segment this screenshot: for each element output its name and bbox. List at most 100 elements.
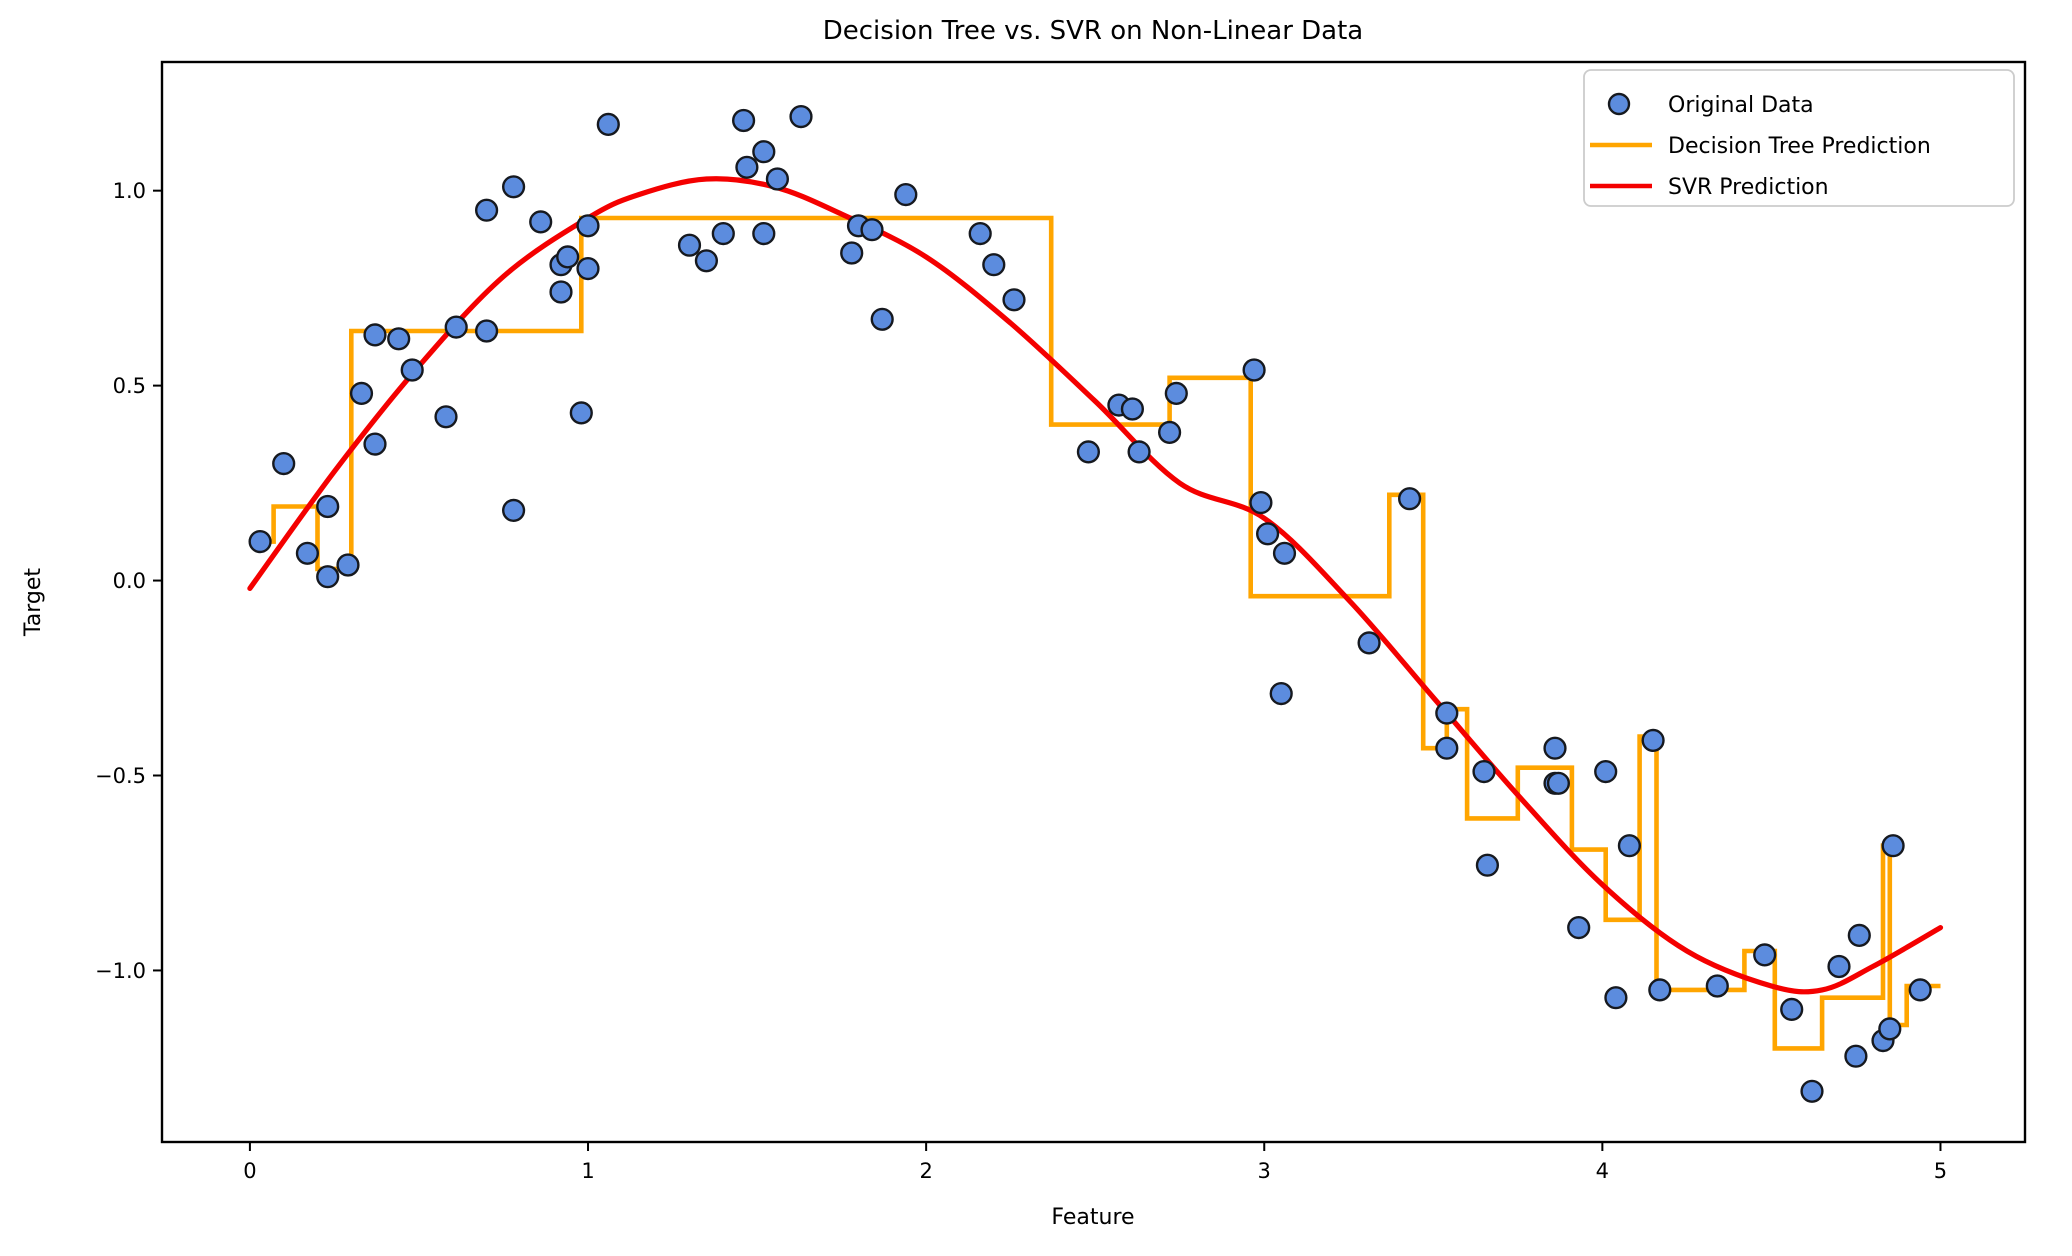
series-layer [247,104,1944,1103]
scatter-point [363,432,387,456]
scatter-point [860,218,884,242]
scatter-point [556,245,580,269]
x-tick-label: 0 [243,1159,256,1183]
scatter-point [1908,978,1932,1002]
scatter-point [1255,522,1280,546]
scatter-point [1594,759,1618,784]
x-tick-label: 5 [1934,1159,1947,1183]
scatter-point [765,167,789,191]
scatter-point [1272,541,1297,565]
scatter-point [272,452,296,476]
scatter-point [1157,420,1182,444]
y-tick-label: 0.0 [113,569,146,593]
legend-label-decision-tree: Decision Tree Prediction [1668,134,1931,159]
x-axis-label: Feature [1051,1205,1134,1230]
scatter-point [363,323,387,347]
x-tick-label: 4 [1596,1159,1609,1183]
scatter-point [1881,834,1905,858]
legend-marker-original-data-icon [1607,92,1631,116]
scatter-point [1269,681,1293,706]
scatter-point [840,241,864,265]
scatter-point [894,183,918,207]
scatter-point [731,108,756,133]
scatter-point [1800,1079,1824,1103]
scatter-point [434,405,458,429]
scatter-point [1435,701,1459,725]
y-axis-label: Target [21,568,46,637]
scatter-point [400,358,424,382]
scatter-point [349,381,374,405]
x-tick-label: 3 [1258,1159,1271,1183]
scatter-point [870,307,894,331]
legend-label-svr: SVR Prediction [1668,175,1829,200]
scatter-point [1002,288,1026,312]
x-tick-label: 2 [919,1159,932,1183]
scatter-point [1076,440,1100,464]
scatter-point [752,140,776,164]
scatter-point [316,494,340,519]
svr-prediction-line [247,176,1944,995]
scatter-point [1546,771,1570,795]
scatter-point [248,529,272,554]
y-tick-label: 0.5 [113,374,146,398]
scatter-point [549,280,573,304]
scatter-point [711,222,735,246]
scatter-point [501,498,526,522]
scatter-point [1475,853,1499,877]
scatter-point [576,214,600,238]
scatter-point [1357,631,1381,655]
scatter-point [1780,997,1804,1021]
scatter-point [295,541,319,565]
scatter-point [1604,986,1628,1010]
scatter-point [596,112,620,136]
scatter-point [387,327,411,351]
scatter-point [1567,915,1591,940]
chart-title: Decision Tree vs. SVR on Non-Linear Data [823,16,1364,46]
scatter-point [1641,728,1665,752]
scatter-point [316,565,340,589]
scatter-point [444,315,468,339]
axis-ticks: 0 1 2 3 4 5 1.0 0.5 0.0 −0.5 −1.0 [95,179,1947,1183]
decision-tree-prediction-line [249,215,1941,1051]
scatter-point [336,553,360,577]
scatter-point [1472,759,1496,784]
scatter-point [1242,358,1266,382]
scatter-point [501,175,526,199]
scatter-point [1249,491,1273,515]
scatter-point [1120,397,1144,421]
y-tick-label: −1.0 [95,959,146,983]
scatter-point [1847,923,1871,947]
scatter-point [1435,736,1459,760]
legend-box [1583,69,2015,207]
scatter-point [735,155,759,179]
scatter-point [1878,1017,1902,1041]
scatter-point [1753,943,1777,967]
scatter-point [1705,974,1729,998]
scatter-point [752,222,776,246]
plot-background [162,62,2025,1142]
x-tick-label: 1 [581,1159,594,1183]
scatter-point [1844,1044,1868,1068]
scatter-point [529,210,553,234]
scatter-point [475,319,499,343]
scatter-point [1827,954,1851,979]
scatter-point [694,249,718,273]
scatter-point [1617,834,1641,858]
plot-border [160,60,2027,1144]
scatter-point [1164,381,1188,405]
legend: Original Data Decision Tree Prediction S… [1583,69,2015,207]
scatter-point [1648,978,1672,1002]
y-tick-label: −0.5 [95,764,146,788]
scatter-point [1543,736,1567,760]
y-tick-label: 1.0 [113,179,146,203]
scatter-point [677,233,702,257]
legend-label-original-data: Original Data [1668,93,1814,118]
scatter-point [982,253,1006,277]
scatter-point [789,104,813,129]
scatter-point [1127,440,1151,464]
scatter-point [569,401,593,425]
scatter-point [475,198,499,222]
scatter-point [1397,487,1422,511]
